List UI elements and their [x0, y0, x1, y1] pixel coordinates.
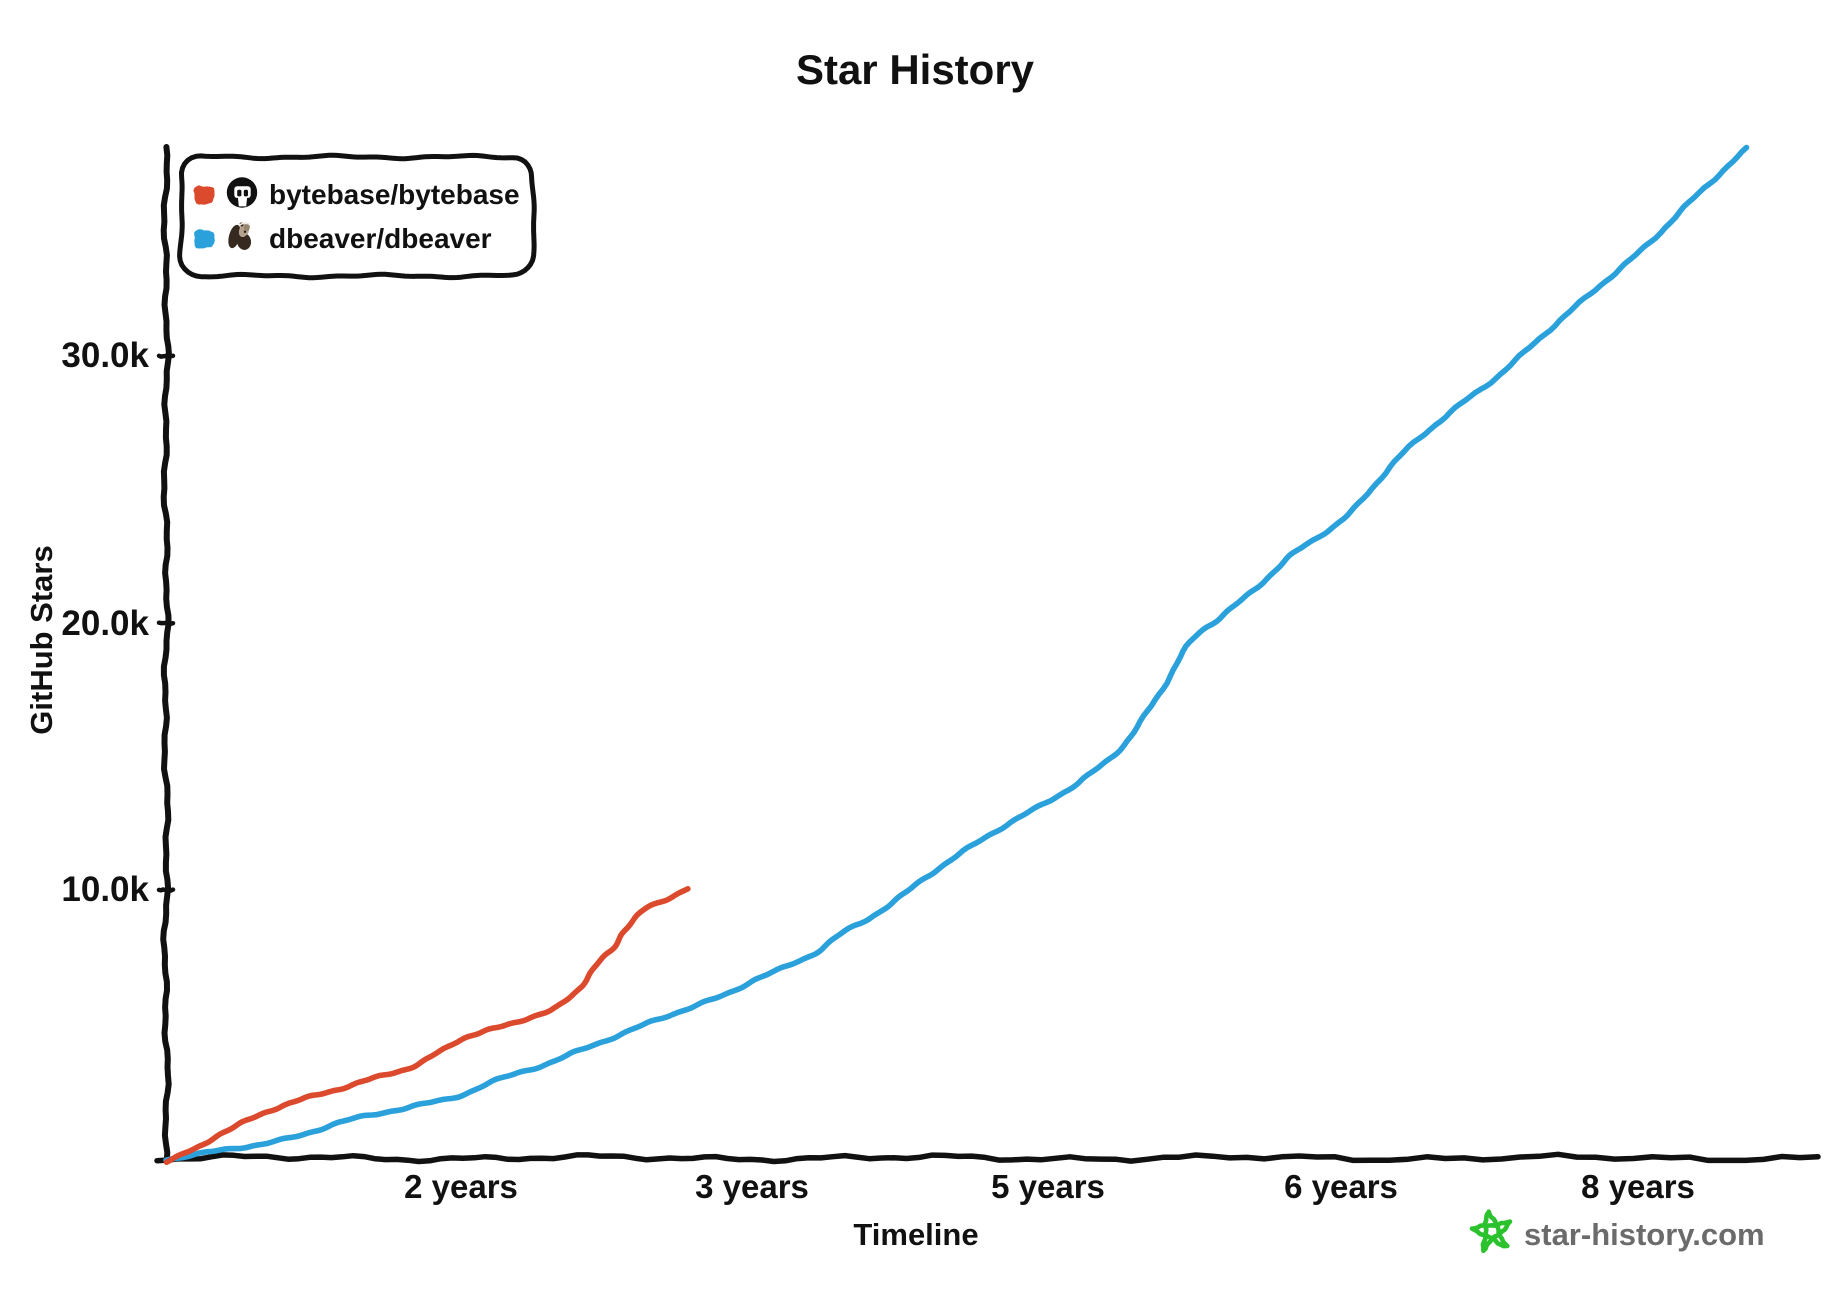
- svg-text:6 years: 6 years: [1284, 1168, 1398, 1205]
- svg-text:20.0k: 20.0k: [61, 604, 149, 643]
- svg-text:5 years: 5 years: [991, 1168, 1105, 1205]
- svg-text:10.0k: 10.0k: [61, 870, 149, 909]
- svg-text:dbeaver/dbeaver: dbeaver/dbeaver: [269, 223, 492, 254]
- svg-text:3 years: 3 years: [695, 1168, 809, 1205]
- svg-text:Timeline: Timeline: [853, 1217, 978, 1252]
- svg-text:30.0k: 30.0k: [61, 336, 149, 375]
- svg-text:2 years: 2 years: [404, 1168, 518, 1205]
- svg-text:8 years: 8 years: [1581, 1168, 1695, 1205]
- svg-text:star-history.com: star-history.com: [1524, 1217, 1765, 1252]
- svg-text:Star History: Star History: [796, 46, 1035, 93]
- svg-text:bytebase/bytebase: bytebase/bytebase: [269, 179, 520, 210]
- svg-text:GitHub Stars: GitHub Stars: [24, 545, 59, 734]
